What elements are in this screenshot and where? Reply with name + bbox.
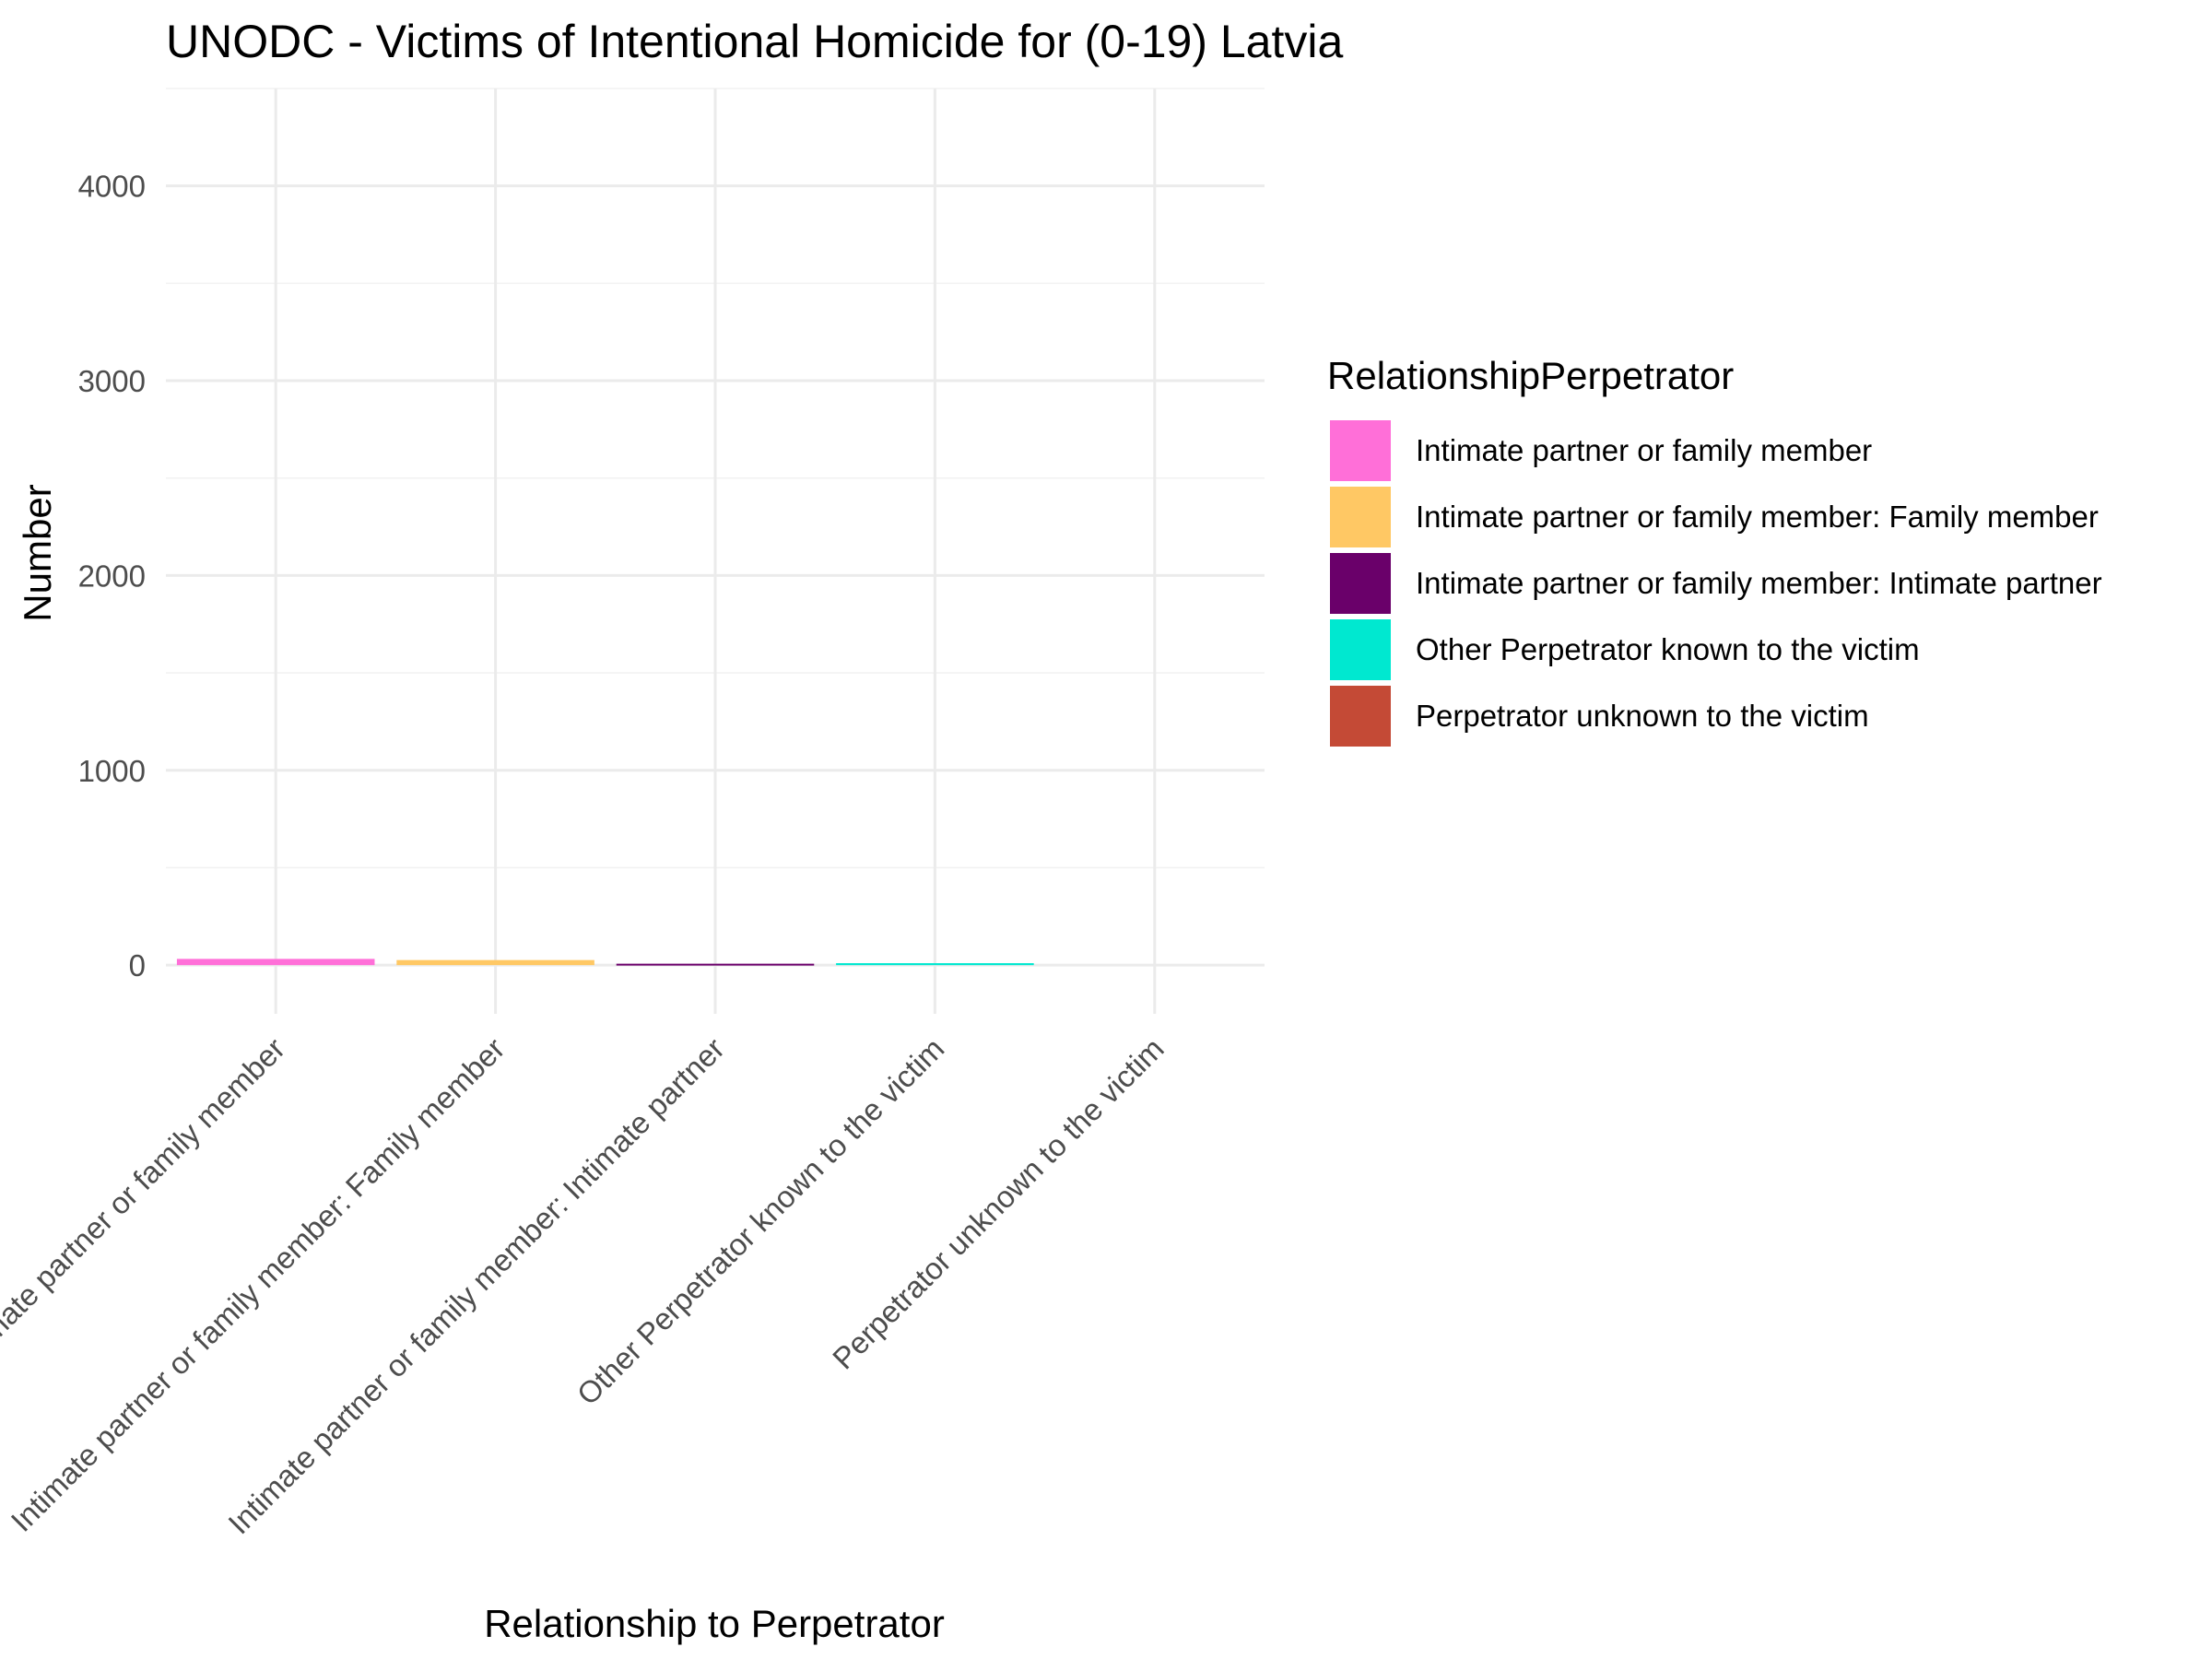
legend-swatch <box>1328 418 1393 483</box>
legend-label: Intimate partner or family member: Famil… <box>1416 500 2099 534</box>
x-tick-labels: Intimate partner or family memberIntimat… <box>0 1031 1171 1541</box>
chart-title: UNODC - Victims of Intentional Homicide … <box>166 16 1343 67</box>
x-tick-label: Intimate partner or family member: Intim… <box>221 1031 731 1541</box>
legend-swatch <box>1328 618 1393 682</box>
bars <box>176 959 1034 966</box>
legend-label: Other Perpetrator known to the victim <box>1416 632 1920 666</box>
bar <box>396 959 594 966</box>
legend-swatch <box>1328 551 1393 616</box>
legend: RelationshipPerpetrator Intimate partner… <box>1327 354 2102 748</box>
legend-label: Perpetrator unknown to the victim <box>1416 699 1869 733</box>
x-tick-label: Intimate partner or family member: Famil… <box>5 1031 512 1538</box>
legend-swatch <box>1328 684 1393 748</box>
grid <box>166 88 1265 1014</box>
y-tick-labels: 0 1000 2000 3000 4000 <box>78 170 146 982</box>
bar <box>616 963 815 966</box>
x-tick-label: Intimate partner or family member <box>0 1031 291 1378</box>
bar <box>176 959 375 966</box>
y-tick-label: 4000 <box>78 170 146 204</box>
y-axis-title: Number <box>16 484 59 621</box>
bar <box>836 963 1034 966</box>
legend-label: Intimate partner or family member <box>1416 433 1872 467</box>
y-tick-label: 3000 <box>78 364 146 398</box>
legend-label: Intimate partner or family member: Intim… <box>1416 566 2102 600</box>
x-axis-title: Relationship to Perpetrator <box>484 1602 945 1645</box>
x-tick-label: Other Perpetrator known to the victim <box>571 1031 951 1412</box>
legend-swatch <box>1328 485 1393 549</box>
y-tick-label: 0 <box>129 948 146 982</box>
legend-title: RelationshipPerpetrator <box>1327 354 1734 397</box>
y-tick-label: 1000 <box>78 754 146 788</box>
y-tick-label: 2000 <box>78 559 146 593</box>
